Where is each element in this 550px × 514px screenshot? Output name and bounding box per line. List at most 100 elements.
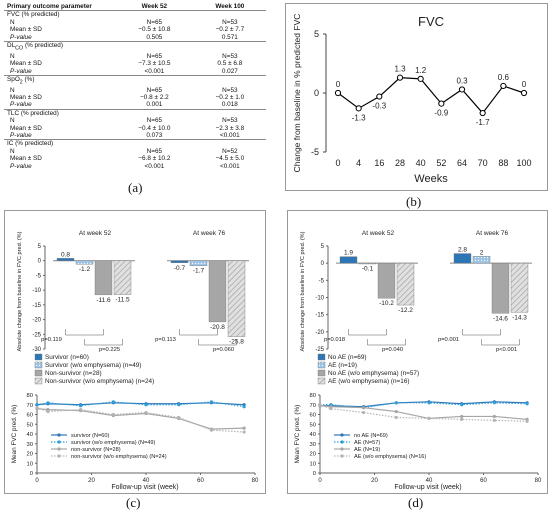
data-label: 0 [336, 80, 341, 89]
x-tick-label: 100 [516, 158, 531, 168]
table-header-row: Primary outcome parameter Week 52 Week 1… [4, 3, 266, 12]
series-point [177, 403, 181, 407]
table-cell: Mean ± SD [10, 94, 42, 102]
table-cell: N=65 [146, 86, 163, 94]
data-point [438, 100, 445, 107]
legend-label: Non-survivor (n=28) [45, 370, 102, 377]
table-cell: <0.001 [219, 162, 240, 170]
legend-marker [57, 433, 61, 437]
bar [208, 260, 227, 323]
table-row: Mean ± SD −0.4 ± 10.0 −2.3 ± 3.8 [4, 125, 266, 132]
table-cell: N=65 [146, 117, 163, 125]
table-cell: <0.001 [219, 132, 240, 140]
line-x-tick-label: 60 [197, 478, 204, 484]
data-label: 0.6 [498, 73, 510, 82]
table-group-row: FVC (% predicted) [4, 10, 266, 19]
bar [510, 262, 529, 313]
line-x-tick-label: 40 [426, 478, 433, 484]
table-cell: −7.3 ± 10.5 [138, 60, 171, 68]
legend-swatch [317, 353, 326, 361]
legend-label: no AE (N=69) [354, 433, 388, 439]
series-point [242, 426, 246, 430]
line-y-tick-label: 80 [310, 393, 316, 399]
series-line [319, 404, 528, 422]
table-row: Mean ± SD −7.3 ± 10.5 0.5 ± 6.8 [4, 60, 266, 67]
table-cell: Mean ± SD [10, 26, 42, 34]
legend-marker [340, 454, 344, 458]
p-value-bracket [481, 339, 520, 346]
table-cell: N=65 [146, 18, 163, 26]
series-point [427, 416, 431, 420]
series-point [79, 404, 83, 408]
series-point [177, 415, 181, 420]
data-point [376, 93, 383, 100]
table-row: N N=65 N=52 [4, 148, 266, 155]
series-point [209, 400, 213, 404]
line-y-tick-label: 70 [27, 403, 33, 409]
series-point [460, 403, 464, 407]
bar [189, 260, 208, 266]
table-group-name: IC (% predicted) [4, 139, 266, 148]
table-row: P-value 0.001 0.018 [4, 101, 266, 109]
bar-data-label: 2 [480, 249, 484, 256]
x-tick-label: 70 [478, 158, 488, 168]
series-line [36, 407, 245, 433]
series-point [318, 403, 322, 407]
fvc-chart-panel: FVC 5 0 -5 0 0 -1.3 4 -0.3 16 1.3 28 1.2 40 -0.9 52 0.3 6… [285, 3, 548, 191]
bar-y-tick-label: -15 [32, 303, 41, 309]
y-tick-label: -5 [311, 147, 319, 157]
table-group-row: SpO2 (%) [4, 74, 266, 87]
legend-swatch [317, 369, 326, 377]
p-value-label: p<0.001 [496, 347, 517, 353]
p-value-label: p=0.113 [155, 337, 176, 343]
p-value-label: p=0.018 [324, 337, 345, 343]
line-y-tick-label: 30 [310, 442, 316, 448]
panel-label-b: (b) [406, 194, 422, 209]
bar [94, 260, 113, 296]
table-cell: Mean ± SD [10, 155, 42, 163]
series-point [492, 414, 496, 419]
bar-y-tick-label: -25 [32, 332, 41, 338]
bar [472, 256, 491, 264]
legend-swatch [34, 377, 43, 385]
legend-label: No AE (w/o emphysema) (n=57) [328, 370, 419, 377]
x-tick-label: 28 [395, 158, 405, 168]
table-header: Primary outcome parameter [4, 3, 115, 12]
line-y-tick-label: 40 [310, 432, 316, 438]
panel-label-c: (c) [126, 495, 141, 510]
bar-data-label: -12.2 [398, 307, 413, 314]
fvc-line-chart: FVC 5 0 -5 0 0 -1.3 4 -0.3 16 1.3 28 1.2 40 -0.9 52 0.3 6… [292, 14, 532, 185]
p-value-bracket [198, 339, 237, 346]
table-cell: P-value [10, 132, 32, 140]
data-label: 0 [522, 80, 527, 89]
fvc-series-line [337, 77, 525, 115]
legend-label: AE (w/o emphysema) (N=16) [354, 454, 426, 460]
table-cell: −4.5 ± 5.0 [215, 155, 245, 163]
bar-data-label: -11.6 [96, 297, 111, 304]
table-cell: N [10, 18, 15, 26]
bar-group-title: At week 52 [362, 230, 395, 237]
legend-marker [340, 440, 344, 444]
line-y-tick-label: 50 [310, 422, 316, 428]
bar-group-title: At week 52 [79, 230, 112, 237]
table-cell: N [10, 117, 15, 125]
bar-y-axis-label: Absolute change from baseline in FVC pre… [17, 231, 23, 351]
table-cell: N=53 [222, 117, 238, 125]
legend-marker [340, 433, 344, 437]
data-point [417, 75, 424, 82]
x-tick-label: 64 [457, 158, 467, 168]
p-value-bracket [462, 329, 501, 336]
series-point [35, 403, 39, 407]
series-point [525, 419, 529, 423]
table-group-name: SpO2 (%) [4, 74, 266, 87]
bar-y-tick-label: 0 [321, 261, 325, 267]
table-cell: N=53 [222, 52, 238, 60]
table-group-row: DLCO (% predicted) [4, 41, 266, 53]
bar [339, 256, 358, 264]
line-x-tick-label: 0 [318, 478, 322, 484]
p-value-bracket [65, 329, 104, 336]
table-group-row: IC (% predicted) [4, 139, 266, 148]
table-cell: N [10, 52, 15, 60]
legend-label: No AE (n=69) [328, 354, 367, 361]
line-y-tick-label: 0 [313, 471, 316, 477]
